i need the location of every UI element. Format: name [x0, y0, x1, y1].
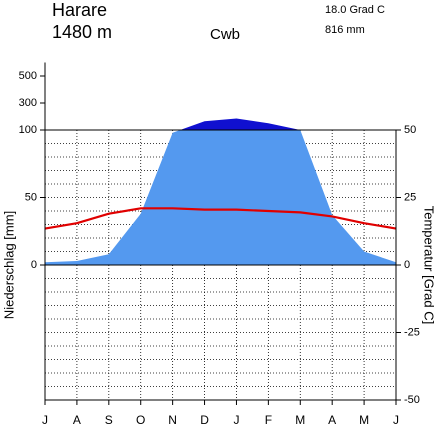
- precipitation-area: [45, 130, 396, 265]
- x-tick-label: J: [42, 413, 48, 427]
- y-tick-label: 300: [19, 97, 37, 109]
- y2-axis-label: Temperatur [Grad C]: [422, 206, 437, 325]
- y2-tick-label: -25: [404, 326, 420, 338]
- x-tick-label: O: [136, 413, 145, 427]
- temperature-line: [44, 207, 397, 230]
- y-tick-label: 50: [25, 191, 37, 203]
- x-tick-label: N: [168, 413, 177, 427]
- x-tick-label: F: [265, 413, 272, 427]
- y-tick-label: 100: [19, 124, 37, 136]
- y2-tick-label: 50: [404, 124, 416, 136]
- x-tick-label: M: [359, 413, 369, 427]
- x-tick-label: D: [200, 413, 209, 427]
- annual-precipitation: 816 mm: [325, 24, 365, 36]
- elevation: 1480 m: [52, 22, 112, 42]
- x-tick-label: M: [295, 413, 305, 427]
- x-tick-label: J: [233, 413, 239, 427]
- x-tick-label: A: [73, 413, 81, 427]
- x-tick-label: A: [328, 413, 336, 427]
- y2-tick-label: 0: [404, 259, 410, 271]
- climate-class: Cwb: [210, 26, 240, 43]
- y2-tick-label: 25: [404, 191, 416, 203]
- x-tick-label: J: [393, 413, 399, 427]
- precipitation-area-upper: [180, 118, 301, 130]
- y2-tick-label: -50: [404, 394, 420, 406]
- y-tick-label: 500: [19, 70, 37, 82]
- y-axis-label: Niederschlag [mm]: [1, 211, 16, 319]
- x-tick-label: S: [105, 413, 113, 427]
- y-tick-label: 0: [31, 259, 37, 271]
- station: Harare: [52, 0, 107, 20]
- mean-temperature: 18.0 Grad C: [325, 4, 385, 16]
